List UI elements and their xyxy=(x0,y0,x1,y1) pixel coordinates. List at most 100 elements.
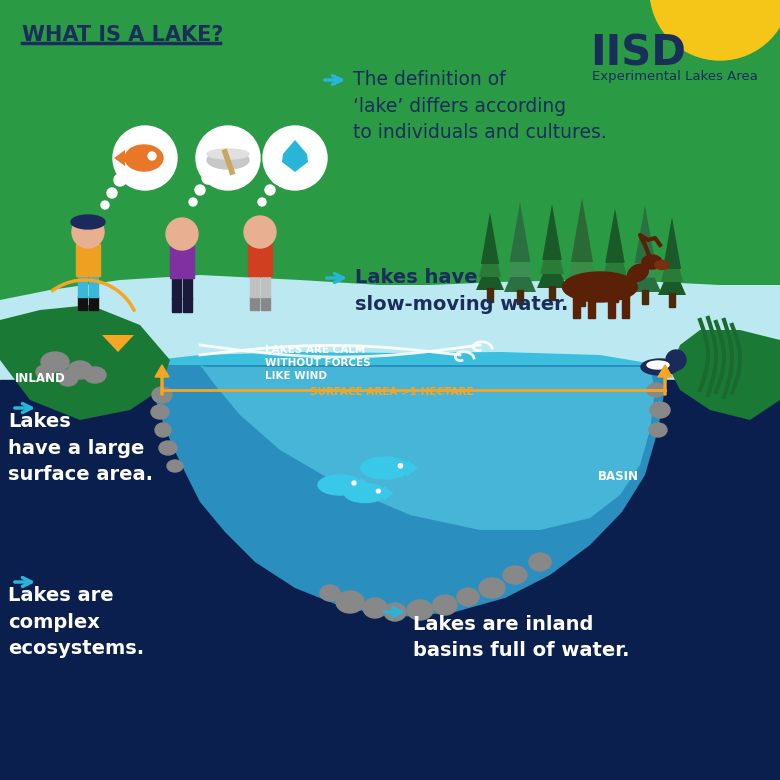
Circle shape xyxy=(650,0,780,60)
Bar xyxy=(172,277,181,299)
Bar xyxy=(76,244,100,276)
Text: WHAT IS A LAKE?: WHAT IS A LAKE? xyxy=(22,25,223,45)
Bar xyxy=(250,296,259,310)
Bar xyxy=(612,288,618,302)
Ellipse shape xyxy=(655,261,669,270)
Bar xyxy=(0,380,780,780)
Circle shape xyxy=(265,185,275,195)
Circle shape xyxy=(195,185,205,195)
Bar xyxy=(89,296,98,310)
Circle shape xyxy=(352,481,356,485)
Ellipse shape xyxy=(363,598,387,618)
Bar xyxy=(78,296,87,310)
Bar xyxy=(608,288,615,318)
Polygon shape xyxy=(537,253,567,288)
Circle shape xyxy=(399,463,402,468)
Polygon shape xyxy=(145,365,670,617)
Text: LAKES ARE CALM
WITHOUT FORCES
LIKE WIND: LAKES ARE CALM WITHOUT FORCES LIKE WIND xyxy=(265,345,370,381)
Bar xyxy=(183,277,192,299)
Text: Lakes have
slow-moving water.: Lakes have slow-moving water. xyxy=(355,268,569,314)
Polygon shape xyxy=(571,198,593,262)
Polygon shape xyxy=(540,229,564,274)
Ellipse shape xyxy=(529,553,551,571)
Bar xyxy=(622,288,629,318)
Circle shape xyxy=(272,172,284,184)
Polygon shape xyxy=(509,202,530,262)
Text: INLAND: INLAND xyxy=(15,372,66,385)
Polygon shape xyxy=(663,217,681,269)
Ellipse shape xyxy=(647,361,669,369)
Ellipse shape xyxy=(649,423,667,437)
Circle shape xyxy=(114,174,126,186)
Polygon shape xyxy=(479,235,502,277)
Ellipse shape xyxy=(71,215,105,229)
Ellipse shape xyxy=(58,370,78,386)
Circle shape xyxy=(189,198,197,206)
Polygon shape xyxy=(565,254,599,294)
Polygon shape xyxy=(0,0,780,300)
Circle shape xyxy=(196,126,260,190)
Bar xyxy=(250,275,259,297)
Bar xyxy=(261,296,270,310)
Ellipse shape xyxy=(650,402,670,418)
Ellipse shape xyxy=(320,585,340,601)
Polygon shape xyxy=(200,365,655,530)
Ellipse shape xyxy=(36,365,54,379)
Ellipse shape xyxy=(159,441,177,455)
Circle shape xyxy=(101,201,109,209)
Ellipse shape xyxy=(155,423,171,437)
Circle shape xyxy=(258,198,266,206)
Polygon shape xyxy=(542,204,562,260)
Polygon shape xyxy=(603,232,627,276)
Polygon shape xyxy=(476,257,504,290)
Text: The definition of
‘lake’ differs according
to individuals and cultures.: The definition of ‘lake’ differs accordi… xyxy=(353,70,607,142)
Circle shape xyxy=(166,218,198,250)
Text: IISD: IISD xyxy=(590,32,686,74)
Ellipse shape xyxy=(642,255,662,269)
Ellipse shape xyxy=(628,264,648,282)
Ellipse shape xyxy=(433,595,457,615)
Polygon shape xyxy=(670,0,780,420)
Ellipse shape xyxy=(407,600,433,620)
Bar xyxy=(487,288,493,302)
Ellipse shape xyxy=(84,367,106,383)
Polygon shape xyxy=(605,208,625,263)
FancyArrow shape xyxy=(658,365,672,395)
Bar xyxy=(579,292,585,306)
Ellipse shape xyxy=(562,272,637,302)
Polygon shape xyxy=(658,263,686,295)
Circle shape xyxy=(72,216,104,248)
Polygon shape xyxy=(661,239,683,282)
Polygon shape xyxy=(600,256,630,290)
Ellipse shape xyxy=(336,591,364,613)
Circle shape xyxy=(377,489,380,493)
Polygon shape xyxy=(145,352,670,380)
Ellipse shape xyxy=(647,383,665,397)
Bar xyxy=(549,286,555,300)
Bar xyxy=(517,290,523,304)
Polygon shape xyxy=(384,485,393,501)
Ellipse shape xyxy=(207,151,249,169)
Polygon shape xyxy=(481,212,499,264)
Ellipse shape xyxy=(503,566,527,584)
Ellipse shape xyxy=(151,405,169,419)
Bar xyxy=(170,246,194,278)
Ellipse shape xyxy=(361,457,410,479)
Ellipse shape xyxy=(125,145,163,171)
Ellipse shape xyxy=(344,484,386,502)
Polygon shape xyxy=(0,0,170,420)
Bar xyxy=(669,293,675,307)
Circle shape xyxy=(263,126,327,190)
Bar xyxy=(588,288,595,318)
Ellipse shape xyxy=(479,578,505,598)
Text: SURFACE AREA >1 HECTARE: SURFACE AREA >1 HECTARE xyxy=(310,387,473,397)
Polygon shape xyxy=(635,206,655,263)
Bar xyxy=(78,275,87,297)
Bar xyxy=(183,298,192,312)
Ellipse shape xyxy=(41,352,69,372)
Ellipse shape xyxy=(167,460,183,472)
Bar xyxy=(248,244,272,276)
Polygon shape xyxy=(360,477,370,493)
Polygon shape xyxy=(569,226,596,278)
Bar xyxy=(642,290,648,304)
